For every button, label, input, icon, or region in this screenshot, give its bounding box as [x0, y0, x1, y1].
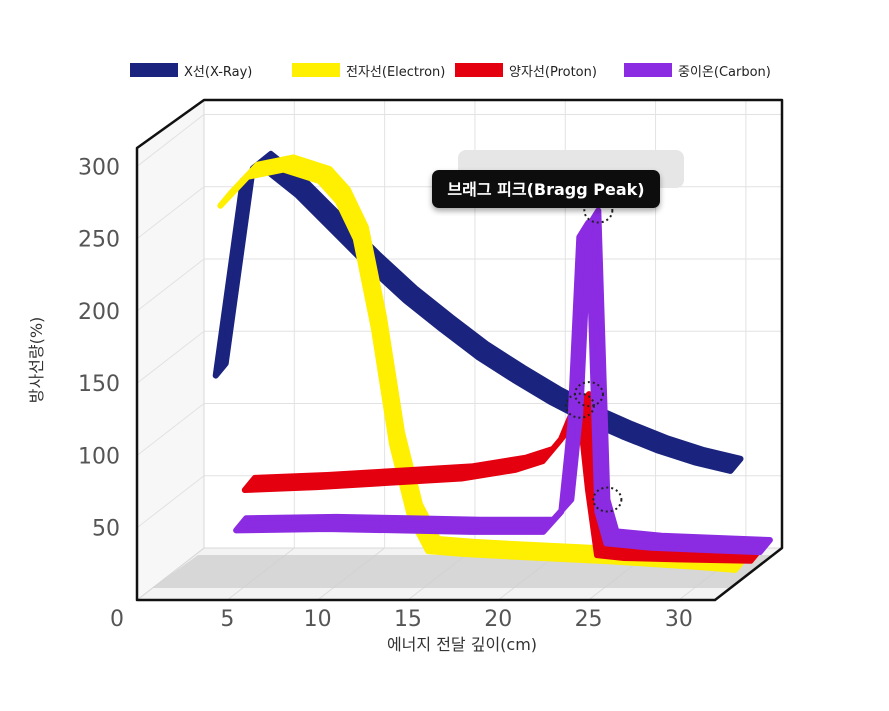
annotation-text: 브래그 피크(Bragg Peak): [447, 180, 644, 199]
legend-swatch: [292, 63, 340, 77]
y-tick-label: 100: [78, 444, 120, 469]
y-tick-label: 200: [78, 300, 120, 325]
legend-item: 양자선(Proton): [455, 63, 597, 80]
x-axis-label: 에너지 전달 깊이(cm): [387, 635, 537, 654]
y-tick-label: 150: [78, 372, 120, 397]
chart-left-wall: [137, 100, 204, 600]
y-axis-ticks: 50 100 150 200 250 300: [78, 155, 120, 541]
legend: X선(X-Ray) 전자선(Electron) 양자선(Proton) 중이온(Car…: [130, 63, 771, 80]
x-tick-label: 5: [220, 607, 234, 632]
x-tick-label: 0: [110, 607, 124, 632]
legend-swatch: [130, 63, 178, 77]
y-tick-label: 250: [78, 228, 120, 253]
x-tick-label: 20: [484, 607, 512, 632]
x-axis-ticks: 0 5 10 15 20 25 30: [110, 607, 693, 632]
legend-swatch: [624, 63, 672, 77]
x-tick-label: 25: [575, 607, 603, 632]
x-tick-label: 10: [304, 607, 332, 632]
legend-label: X선(X-Ray): [184, 65, 252, 80]
y-axis-label: 방사선량(%): [27, 317, 46, 404]
y-tick-label: 300: [78, 155, 120, 180]
legend-label: 중이온(Carbon): [678, 65, 771, 80]
legend-item: X선(X-Ray): [130, 63, 252, 80]
x-tick-label: 30: [665, 607, 693, 632]
legend-label: 양자선(Proton): [509, 65, 597, 80]
y-tick-label: 50: [92, 517, 120, 542]
legend-swatch: [455, 63, 503, 77]
legend-item: 중이온(Carbon): [624, 63, 771, 80]
legend-item: 전자선(Electron): [292, 63, 445, 80]
x-tick-label: 15: [394, 607, 422, 632]
legend-label: 전자선(Electron): [346, 65, 445, 80]
